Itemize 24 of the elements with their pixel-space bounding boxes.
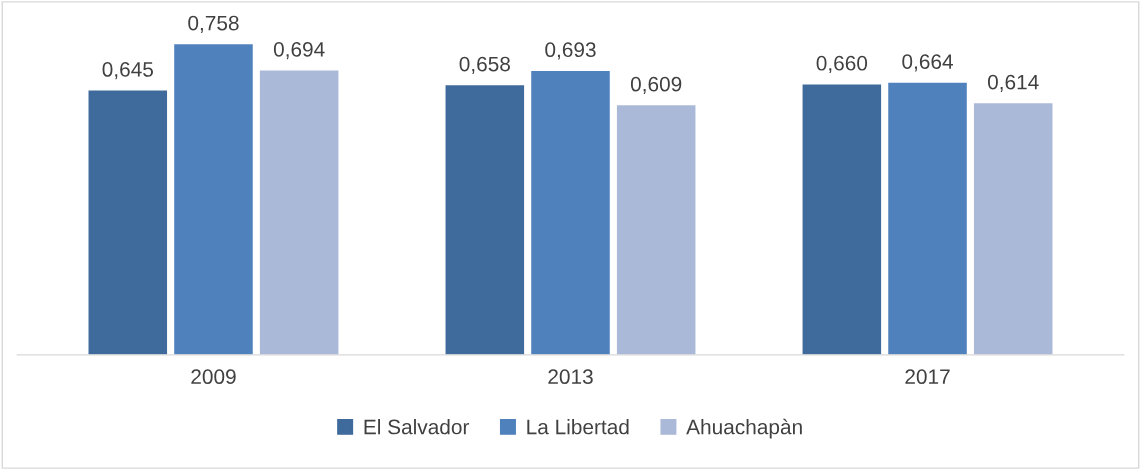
bar: [616, 105, 696, 355]
data-label: 0,758: [188, 15, 239, 33]
bar: [531, 70, 610, 355]
data-label: 0,614: [987, 74, 1039, 92]
bar: [973, 103, 1053, 355]
data-label: 0,645: [102, 62, 153, 80]
legend-label: El Salvador: [364, 419, 470, 435]
bar: [445, 85, 525, 355]
legend-label: Ahuachapàn: [686, 418, 802, 439]
data-label: 0,694: [273, 41, 325, 60]
bar: [802, 84, 882, 355]
x-tick-label: 2009: [191, 369, 236, 385]
bar: [259, 70, 339, 355]
data-label: 0,660: [816, 55, 868, 74]
legend-label: La Libertad: [527, 419, 629, 435]
data-label: 0,664: [902, 54, 953, 72]
x-tick-label: 2017: [905, 369, 950, 385]
bar: [88, 90, 168, 355]
bar: [888, 82, 967, 355]
data-label: 0,658: [459, 56, 510, 74]
bar: [174, 44, 253, 355]
data-label: 0,609: [630, 76, 682, 94]
data-label: 0,693: [545, 42, 596, 60]
x-tick-label: 2013: [548, 369, 593, 385]
